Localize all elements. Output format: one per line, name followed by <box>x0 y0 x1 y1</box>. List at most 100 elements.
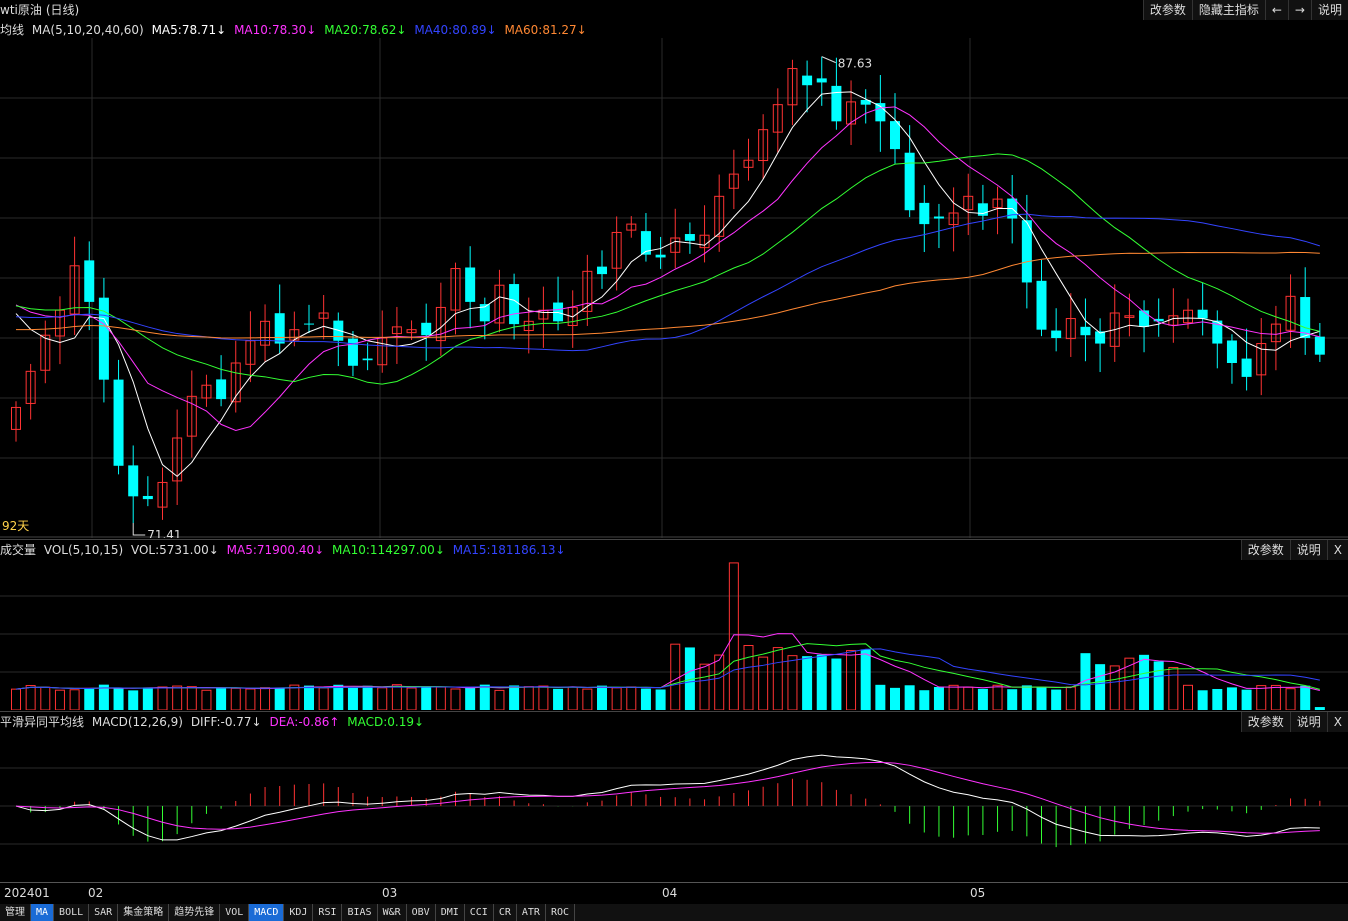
candle-body-down <box>1197 309 1208 319</box>
macd-change-params-button[interactable]: 改参数 <box>1240 712 1290 732</box>
days-count-label: 92天 <box>2 519 30 533</box>
macd-close-button[interactable]: X <box>1326 712 1348 732</box>
next-arrow-button[interactable]: → <box>1287 0 1311 20</box>
macd-toolbar: 改参数 说明 X <box>1240 712 1348 732</box>
prev-arrow-button[interactable]: ← <box>1264 0 1288 20</box>
candle-body-down <box>875 103 886 122</box>
ma60-value: MA60:81.27↓ <box>504 23 587 37</box>
macd-legend: 平滑异同平均线 MACD(12,26,9) DIFF:-0.77↓ DEA:-0… <box>0 711 1348 732</box>
volume-bar-up <box>743 645 754 710</box>
candle-body-down <box>1080 326 1091 336</box>
ma-label: 均线 <box>0 23 25 37</box>
candlestick-chart[interactable]: 87.63 71.41 <box>0 38 1348 538</box>
hide-main-indicator-button[interactable]: 隐藏主指标 <box>1191 0 1265 20</box>
tab-macd[interactable]: MACD <box>249 904 285 921</box>
candle-body-up <box>260 320 271 346</box>
indicator-tabs: 管理 MA BOLL SAR 集金策略 趋势先锋 VOL MACD KDJ RS… <box>0 904 1348 921</box>
volume-bar-up <box>523 686 534 710</box>
change-params-button[interactable]: 改参数 <box>1142 0 1192 20</box>
ma20-line <box>15 153 1320 385</box>
volume-chart[interactable] <box>0 558 1348 710</box>
tab-sar[interactable]: SAR <box>89 904 119 921</box>
low-marker-line <box>132 523 146 536</box>
dea-line <box>15 761 1320 834</box>
volume-bar-down <box>84 688 95 710</box>
vol-legend: 成交量 VOL(5,10,15) VOL:5731.00↓ MA5:71900.… <box>0 539 1348 560</box>
help-button[interactable]: 说明 <box>1310 0 1348 20</box>
ma5-value: MA5:78.71↓ <box>151 23 227 37</box>
tab-manage[interactable]: 管理 <box>0 904 31 921</box>
volume-bar-down <box>1300 685 1311 710</box>
candle-body-down <box>919 202 930 225</box>
candle-body-down <box>362 358 373 361</box>
volume-bar-up <box>992 684 1003 710</box>
candle-body-up <box>963 195 974 211</box>
volume-bar-down <box>684 647 695 710</box>
macd-help-button[interactable]: 说明 <box>1289 712 1327 732</box>
volume-bar-up <box>758 656 769 710</box>
volume-bar-down <box>216 687 227 710</box>
vol-change-params-button[interactable]: 改参数 <box>1240 540 1290 560</box>
tab-bias[interactable]: BIAS <box>342 904 378 921</box>
volume-bar-up <box>1183 684 1193 710</box>
ma5-line <box>15 91 1320 477</box>
tab-ma[interactable]: MA <box>31 904 55 921</box>
volume-bar-down <box>890 687 900 710</box>
tab-roc[interactable]: ROC <box>546 904 575 921</box>
candle-body-up <box>1109 312 1120 347</box>
volume-bar-up <box>494 689 505 710</box>
tab-cci[interactable]: CCI <box>465 904 494 921</box>
candle-body-up <box>201 384 212 399</box>
candle-body-up <box>230 362 241 403</box>
volume-bar-up <box>787 655 798 710</box>
tab-kdj[interactable]: KDJ <box>284 904 314 921</box>
volume-bar-up <box>25 685 36 710</box>
volume-bar-up <box>1109 665 1120 710</box>
candle-body-up <box>318 312 329 319</box>
macd-chart[interactable] <box>0 730 1348 882</box>
macd-params: MACD(12,26,9) <box>91 715 183 729</box>
title-bar: wti原油 (日线) 改参数 隐藏主指标 ← → 说明 <box>0 0 1348 20</box>
candle-body-down <box>128 465 139 497</box>
tab-qushi[interactable]: 趋势先锋 <box>169 904 221 921</box>
candle-body-down <box>216 379 227 400</box>
volume-bar-up <box>714 654 725 710</box>
tab-rsi[interactable]: RSI <box>313 904 343 921</box>
candle-body-down <box>479 304 490 322</box>
volume-bar-down <box>98 684 109 710</box>
candle-body-down <box>904 152 915 211</box>
candle-body-up <box>626 223 637 231</box>
time-label-03: 03 <box>382 886 398 900</box>
volume-bar-down <box>553 688 564 710</box>
volume-bar-up <box>245 688 256 710</box>
tab-dmi[interactable]: DMI <box>436 904 465 921</box>
candle-body-up <box>494 284 505 324</box>
candle-body-down <box>1021 220 1032 283</box>
volume-bar-down <box>347 687 358 710</box>
tab-boll[interactable]: BOLL <box>54 904 90 921</box>
candle-body-up <box>992 198 1003 209</box>
candle-body-down <box>1226 340 1237 363</box>
time-label-02: 02 <box>88 886 104 900</box>
candle-body-down <box>113 379 124 466</box>
tab-jijin[interactable]: 集金策略 <box>118 904 170 921</box>
candle-body-up <box>567 306 578 327</box>
candle-body-down <box>421 322 432 336</box>
candle-body-down <box>640 231 651 255</box>
volume-bar-up <box>772 647 783 710</box>
candle-body-down <box>933 216 944 219</box>
tab-vol[interactable]: VOL <box>220 904 250 921</box>
volume-bar-up <box>699 663 710 710</box>
vol-help-button[interactable]: 说明 <box>1289 540 1327 560</box>
candle-body-up <box>582 270 593 312</box>
tab-cr[interactable]: CR <box>494 904 517 921</box>
vol-ma15-line <box>15 648 1320 690</box>
tab-obv[interactable]: OBV <box>407 904 436 921</box>
volume-bar-up <box>963 686 974 710</box>
vol-close-button[interactable]: X <box>1326 540 1348 560</box>
tab-atr[interactable]: ATR <box>517 904 546 921</box>
candle-body-up <box>611 231 622 269</box>
candle-body-down <box>802 75 813 86</box>
tab-wr[interactable]: W&R <box>378 904 407 921</box>
vol-params: VOL(5,10,15) <box>43 543 124 557</box>
